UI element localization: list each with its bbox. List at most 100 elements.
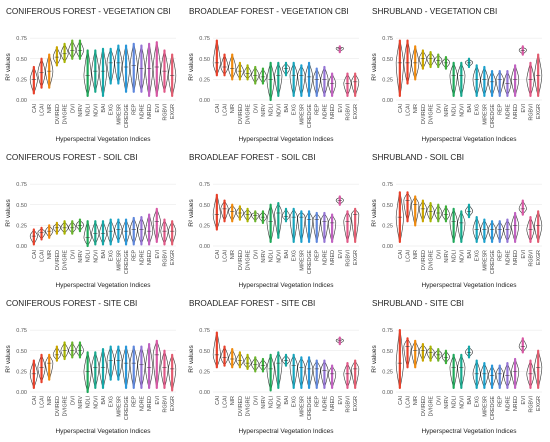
y-tick-label: 0.75 — [16, 36, 27, 42]
x-tick-label: EXG — [292, 104, 298, 115]
x-tick-label: NRED — [147, 396, 153, 411]
x-tick-label: LCAI — [40, 396, 46, 408]
x-tick-label: BAI — [284, 396, 290, 405]
panel-title: BROADLEAF FOREST - VEGETATION CBI — [189, 7, 349, 16]
x-tick-label: MIRESR — [116, 396, 122, 417]
y-tick-label: 0.75 — [382, 328, 393, 334]
x-tick-label: REP — [315, 250, 321, 261]
x-tick-label: NIR — [413, 396, 419, 405]
x-tick-label: LCAI — [223, 396, 229, 408]
x-tick-label: REP — [132, 396, 138, 407]
x-tick-label: EXG — [109, 250, 115, 261]
x-tick-label: MIRESR — [116, 250, 122, 271]
x-tick-label: CAI — [32, 104, 38, 113]
panel-4: CONIFEROUS FOREST - SOIL CBI 0.00 0.25 0.50… — [5, 153, 176, 289]
x-tick-label: RGBVI — [162, 104, 168, 120]
x-tick-label: NIRV — [261, 396, 267, 409]
x-tick-label: RGBVI — [162, 396, 168, 412]
x-tick-label: NDVI — [459, 396, 465, 409]
x-tick-label: NDVI — [459, 104, 465, 117]
y-axis-label: R² values — [5, 199, 12, 227]
x-tick-label: EXG — [475, 104, 481, 115]
x-tick-label: NDVI — [93, 396, 99, 409]
x-tick-label: BAI — [467, 396, 473, 405]
x-tick-label: NDLI — [452, 250, 458, 262]
x-axis-label: Hyperspectral Vegetation Indices — [55, 282, 151, 289]
x-tick-label: NRED — [147, 250, 153, 265]
x-tick-label: NDVI — [276, 104, 282, 117]
x-tick-label: REP — [315, 396, 321, 407]
x-tick-label: NIRV — [444, 396, 450, 409]
x-tick-label: RGBVI — [345, 250, 351, 266]
y-tick-label: 0.00 — [382, 98, 393, 104]
x-tick-label: DVIGRE — [63, 104, 69, 125]
y-tick-label: 0.25 — [199, 369, 210, 375]
x-tick-label: NIRV — [78, 250, 84, 263]
y-tick-label: 0.25 — [16, 223, 27, 229]
x-tick-label: EVI — [338, 396, 344, 405]
x-tick-label: NDRE — [505, 396, 511, 411]
x-tick-label: EXGR — [536, 396, 542, 411]
y-tick-label: 0.75 — [382, 36, 393, 42]
x-tick-label: RGBVI — [345, 396, 351, 412]
x-tick-label: EVI — [155, 396, 161, 405]
x-tick-label: CIREDGE — [490, 104, 496, 129]
panel-title: BROADLEAF FOREST - SOIL CBI — [189, 153, 315, 162]
x-tick-label: DVIRED — [421, 250, 427, 270]
y-axis-label: R² values — [371, 199, 378, 227]
x-tick-label: BAI — [284, 104, 290, 113]
x-tick-label: CIREDGE — [124, 104, 130, 129]
x-tick-label: BAI — [101, 396, 107, 405]
x-tick-label: NIRV — [261, 104, 267, 117]
x-tick-label: NDRE — [139, 104, 145, 119]
y-tick-label: 0.25 — [199, 77, 210, 83]
x-tick-label: DVIRED — [421, 104, 427, 124]
x-axis-label: Hyperspectral Vegetation Indices — [238, 428, 334, 435]
x-tick-label: MIRESR — [116, 104, 122, 125]
x-tick-label: EXG — [475, 396, 481, 407]
x-tick-label: DVIGRE — [429, 396, 435, 417]
x-tick-label: NIR — [230, 104, 236, 113]
x-tick-label: NRED — [513, 250, 519, 265]
y-tick-label: 0.00 — [199, 244, 210, 250]
x-tick-label: MIRESR — [482, 104, 488, 125]
x-tick-label: EXGR — [536, 250, 542, 265]
panel-title: CONIFEROUS FOREST - SITE CBI — [6, 299, 137, 308]
x-tick-label: CAI — [215, 396, 221, 405]
x-tick-label: DVI — [253, 396, 259, 405]
x-tick-label: NRED — [513, 396, 519, 411]
x-tick-label: CIREDGE — [307, 396, 313, 421]
y-tick-label: 0.25 — [382, 369, 393, 375]
x-tick-label: NDLI — [269, 396, 275, 408]
x-tick-label: DVIGRE — [246, 104, 252, 125]
x-tick-label: DVIRED — [55, 396, 61, 416]
panel-title: BROADLEAF FOREST - SITE CBI — [189, 299, 315, 308]
x-tick-label: CAI — [398, 250, 404, 259]
x-tick-label: EXGR — [170, 250, 176, 265]
x-tick-label: LCAI — [40, 250, 46, 262]
x-tick-label: NDLI — [86, 396, 92, 408]
x-tick-label: NIR — [47, 396, 53, 405]
x-tick-label: NDRE — [322, 396, 328, 411]
y-tick-label: 0.75 — [199, 182, 210, 188]
panel-2: BROADLEAF FOREST - VEGETATION CBI 0.00 0.2… — [188, 7, 359, 143]
x-tick-label: CIREDGE — [490, 250, 496, 275]
y-tick-label: 0.25 — [199, 223, 210, 229]
y-tick-label: 0.00 — [16, 244, 27, 250]
panel-title: SHRUBLAND - SITE CBI — [372, 299, 464, 308]
y-axis-label: R² values — [371, 345, 378, 373]
x-tick-label: NDRE — [322, 104, 328, 119]
x-tick-label: EXG — [475, 250, 481, 261]
x-tick-label: LCAI — [406, 104, 412, 116]
x-tick-label: NRED — [330, 104, 336, 119]
x-tick-label: DVIRED — [55, 104, 61, 124]
x-tick-label: NDLI — [269, 104, 275, 116]
x-tick-label: DVI — [70, 104, 76, 113]
y-tick-label: 0.00 — [16, 390, 27, 396]
x-axis-label: Hyperspectral Vegetation Indices — [238, 136, 334, 143]
x-tick-label: MIRESR — [482, 396, 488, 417]
y-tick-label: 0.50 — [382, 203, 393, 209]
x-tick-label: LCAI — [406, 396, 412, 408]
y-tick-label: 0.50 — [199, 203, 210, 209]
